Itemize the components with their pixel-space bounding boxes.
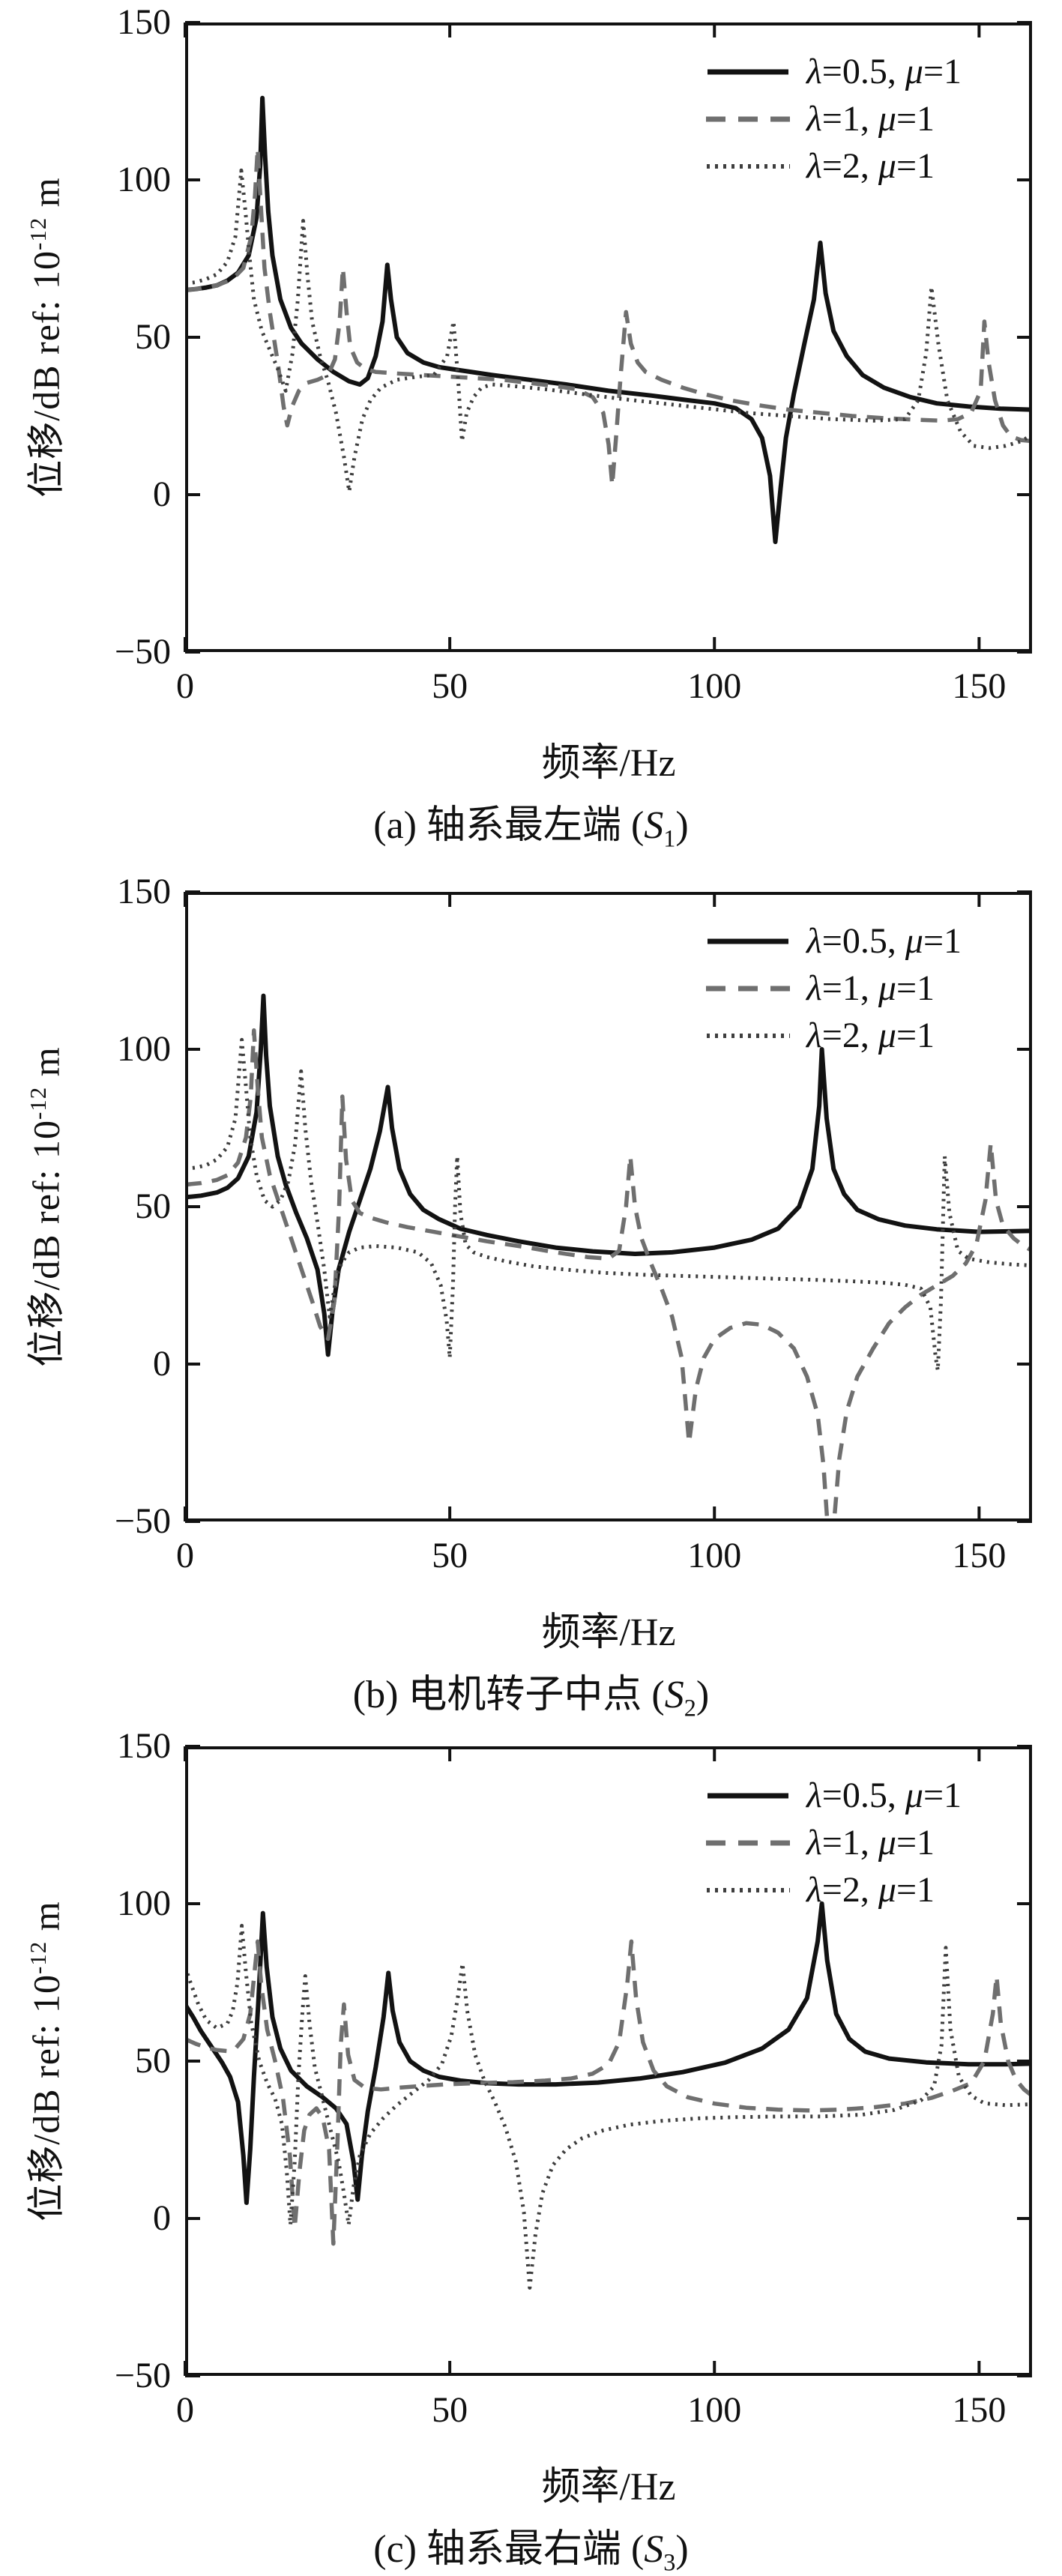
- x-axis-title: 频率/Hz: [541, 1611, 676, 1654]
- x-tick-label: 50: [432, 1536, 468, 1575]
- y-tick-label: 50: [135, 1186, 171, 1226]
- plot-area-a: [184, 21, 1032, 654]
- legend-label: λ=1, μ=1: [806, 968, 935, 1008]
- y-axis-title-exponent: -12: [25, 217, 52, 251]
- caption-a: (a) 轴系最左端 (S1): [373, 804, 689, 852]
- legend-line-dashed-icon: [706, 116, 790, 121]
- y-tick-label: 50: [135, 2041, 171, 2081]
- plot-area-c: [184, 1745, 1032, 2377]
- legend-item-solid: λ=0.5, μ=1: [706, 917, 1051, 965]
- y-axis-title-text: 位移/dB ref: 10: [25, 1974, 67, 2221]
- series-dotted: [185, 1037, 1032, 1372]
- y-tick-label: 150: [117, 872, 171, 911]
- series-dotted: [185, 1923, 1032, 2290]
- x-axis-title: 频率/Hz: [541, 2466, 676, 2509]
- legend-a: λ=0.5, μ=1 λ=1, μ=1 λ=2, μ=1: [706, 48, 1051, 190]
- y-tick-label: 100: [117, 160, 171, 199]
- legend-item-dotted: λ=2, μ=1: [706, 1866, 1051, 1913]
- legend-line-solid-icon: [708, 69, 788, 74]
- legend-b: λ=0.5, μ=1 λ=1, μ=1 λ=2, μ=1: [706, 917, 1051, 1059]
- y-tick-label: 150: [117, 1726, 171, 1766]
- legend-label: λ=2, μ=1: [806, 1870, 935, 1910]
- x-tick-label: 150: [952, 2390, 1007, 2430]
- legend-label: λ=1, μ=1: [806, 1823, 935, 1862]
- y-tick-label: 150: [117, 2, 171, 42]
- x-tick-label: 150: [952, 1536, 1007, 1575]
- x-tick-label: 0: [176, 1536, 194, 1575]
- y-axis-title-exponent: -12: [25, 1086, 52, 1120]
- series-dashed: [185, 1028, 1032, 1521]
- y-tick-label: 100: [117, 1029, 171, 1069]
- x-tick-label: 150: [952, 666, 1007, 706]
- legend-label: λ=1, μ=1: [806, 99, 935, 139]
- series-solid: [185, 993, 1032, 1357]
- legend-line-dashed-icon: [706, 986, 790, 991]
- legend-label: λ=0.5, μ=1: [806, 52, 962, 91]
- x-tick-label: 100: [687, 2390, 742, 2430]
- x-tick-label: 100: [687, 1536, 742, 1575]
- legend-label: λ=2, μ=1: [806, 146, 935, 186]
- y-tick-label: 0: [153, 2198, 171, 2238]
- y-tick-label: 0: [153, 1344, 171, 1384]
- x-tick-label: 50: [432, 2390, 468, 2430]
- x-axis-title: 频率/Hz: [541, 742, 676, 785]
- y-tick-label: −50: [114, 1501, 171, 1541]
- x-tick-label: 0: [176, 666, 194, 706]
- legend-label: λ=2, μ=1: [806, 1016, 935, 1055]
- legend-item-dotted: λ=2, μ=1: [706, 1012, 1051, 1059]
- legend-line-solid-icon: [708, 1793, 788, 1798]
- series-solid: [185, 1901, 1032, 2205]
- y-tick-label: 0: [153, 474, 171, 514]
- legend-line-dotted-icon: [707, 1887, 790, 1892]
- legend-line-dashed-icon: [706, 1840, 790, 1845]
- legend-item-solid: λ=0.5, μ=1: [706, 48, 1051, 95]
- y-tick-label: 100: [117, 1883, 171, 1923]
- legend-item-dashed: λ=1, μ=1: [706, 1819, 1051, 1866]
- y-tick-label: 50: [135, 317, 171, 357]
- y-axis-title-text: 位移/dB ref: 10: [25, 1120, 67, 1367]
- legend-item-dashed: λ=1, μ=1: [706, 965, 1051, 1012]
- x-tick-label: 0: [176, 2390, 194, 2430]
- legend-c: λ=0.5, μ=1 λ=1, μ=1 λ=2, μ=1: [706, 1772, 1051, 1913]
- legend-item-dashed: λ=1, μ=1: [706, 95, 1051, 142]
- x-tick-label: 100: [687, 666, 742, 706]
- legend-line-dotted-icon: [707, 1033, 790, 1038]
- y-tick-label: −50: [114, 2356, 171, 2395]
- y-axis-title-text: 位移/dB ref: 10: [25, 250, 67, 498]
- legend-label: λ=0.5, μ=1: [806, 1776, 962, 1815]
- series-dashed: [185, 146, 1032, 488]
- plot-area-b: [184, 890, 1032, 1523]
- caption-c: (c) 轴系最右端 (S3): [373, 2528, 689, 2576]
- legend-item-dotted: λ=2, μ=1: [706, 142, 1051, 190]
- y-tick-label: −50: [114, 632, 171, 672]
- caption-b: (b) 电机转子中点 (S2): [352, 1674, 710, 1722]
- legend-line-solid-icon: [708, 938, 788, 944]
- x-tick-label: 50: [432, 666, 468, 706]
- legend-item-solid: λ=0.5, μ=1: [706, 1772, 1051, 1819]
- y-axis-title-exponent: -12: [25, 1940, 52, 1975]
- series-solid: [185, 95, 1032, 544]
- legend-line-dotted-icon: [707, 163, 790, 169]
- legend-label: λ=0.5, μ=1: [806, 921, 962, 961]
